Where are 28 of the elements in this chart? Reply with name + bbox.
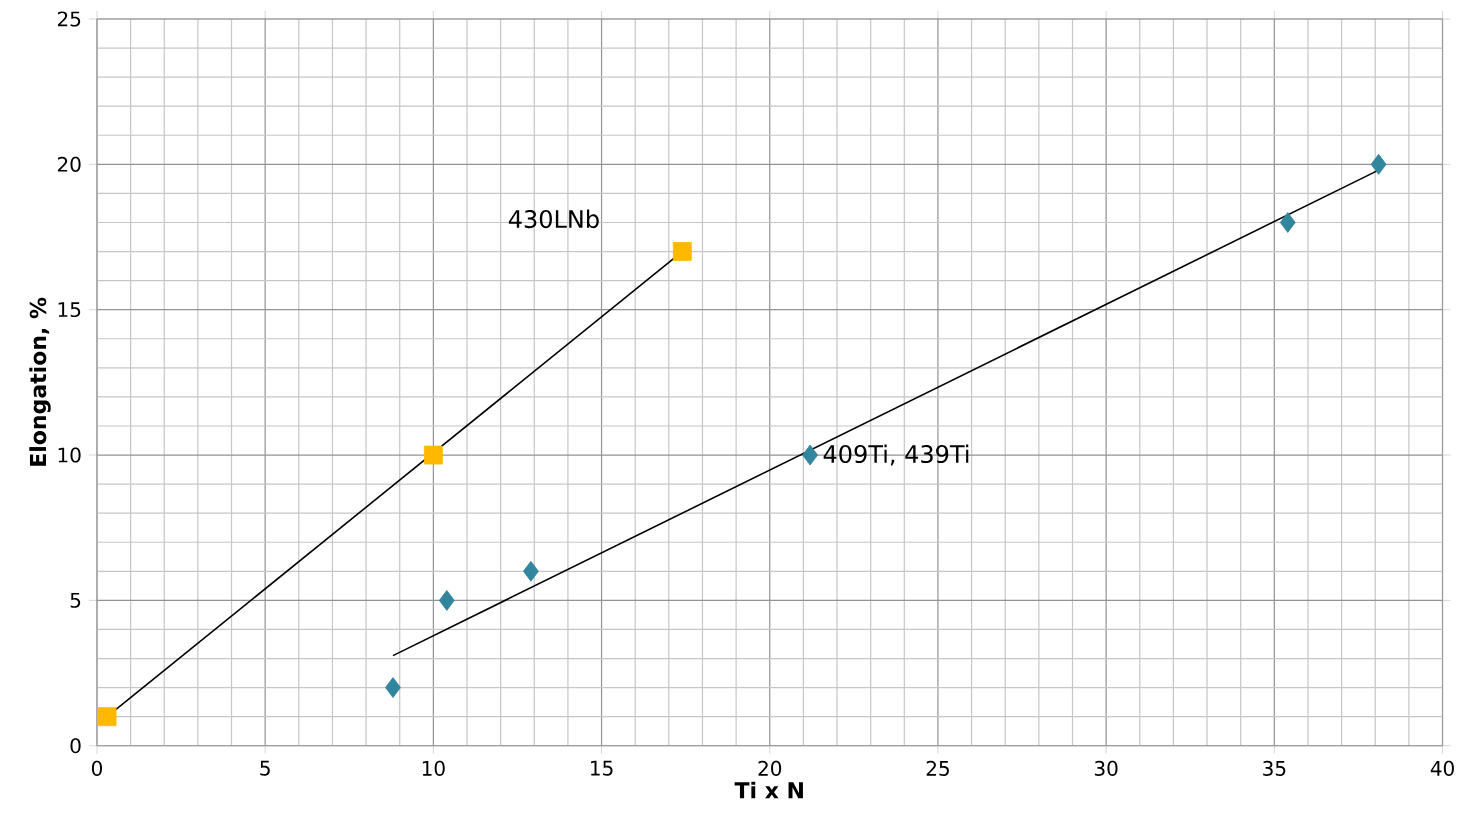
annotation: 409Ti, 439Ti: [823, 444, 969, 466]
y-tick-label: 20: [57, 156, 81, 173]
y-tick-label: 5: [70, 593, 81, 608]
y-tick-label: 0: [70, 738, 81, 754]
y-tick-label: 25: [57, 11, 81, 27]
x-tick-label: 20: [758, 760, 782, 777]
point: [438, 590, 455, 611]
x-tick-label: 40: [1430, 760, 1454, 777]
y-tick-label: 10: [58, 447, 81, 463]
x-tick-label: 35: [1263, 760, 1286, 777]
x-tick-label: 10: [422, 760, 445, 777]
point: [1370, 154, 1387, 175]
x-tick-label: 15: [591, 760, 613, 776]
annotation: 430LNb: [508, 209, 599, 229]
x-tick-label: 25: [926, 760, 949, 777]
y-axis-title: Elongation, %: [29, 297, 51, 466]
point: [802, 444, 819, 466]
x-axis-title: Ti x N: [734, 781, 803, 799]
point: [97, 707, 117, 727]
point: [672, 242, 692, 262]
point: [423, 445, 443, 465]
x-tick-label: 0: [91, 760, 103, 777]
point: [1279, 212, 1296, 234]
x-tick-label: 5: [260, 760, 270, 776]
point: [385, 677, 401, 699]
y-tick-label: 15: [58, 302, 81, 318]
x-tick-label: 30: [1094, 760, 1118, 777]
point: [523, 561, 539, 582]
